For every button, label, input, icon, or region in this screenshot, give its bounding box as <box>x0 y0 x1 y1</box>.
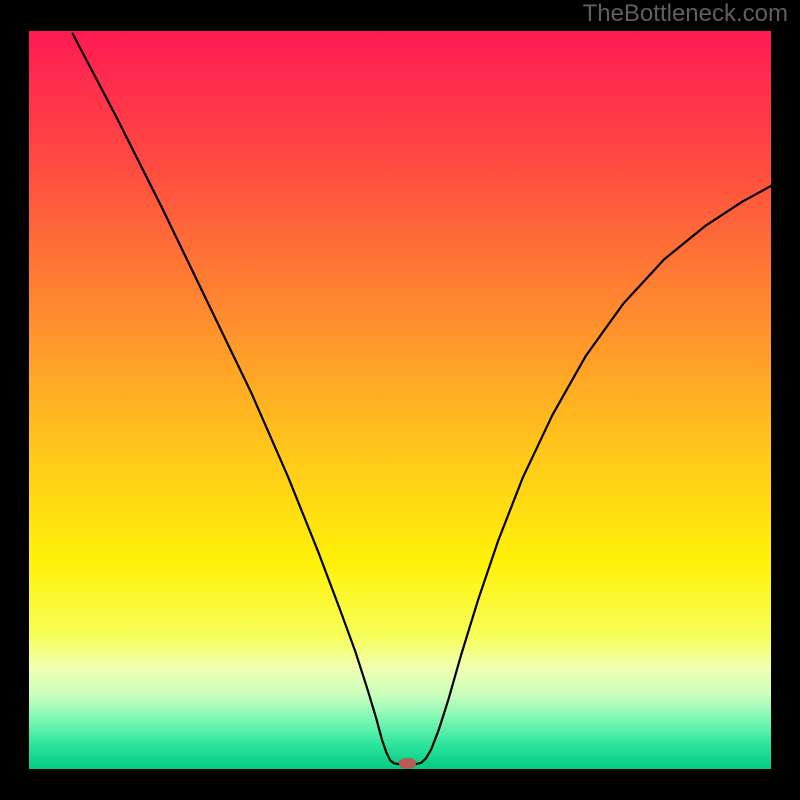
plot-gradient-bg <box>28 30 772 770</box>
chart-container: TheBottleneck.com <box>0 0 800 800</box>
bottleneck-curve-chart <box>0 0 800 800</box>
optimal-point-marker <box>399 759 416 769</box>
